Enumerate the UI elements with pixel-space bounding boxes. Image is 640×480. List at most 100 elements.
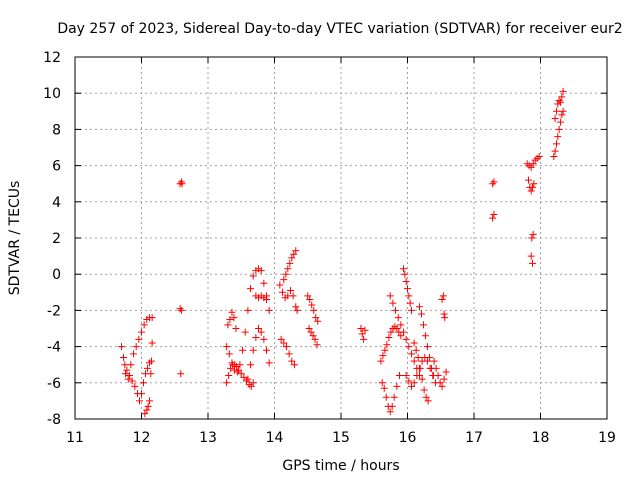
- series-arc-13.3b: [223, 265, 273, 376]
- data-point: [410, 357, 418, 365]
- data-point: [529, 259, 537, 267]
- data-point: [289, 292, 297, 300]
- data-point: [440, 310, 448, 318]
- data-point: [123, 366, 131, 374]
- data-point: [145, 397, 153, 405]
- data-point: [237, 370, 245, 378]
- data-point: [400, 265, 408, 273]
- data-point: [282, 343, 290, 351]
- y-tick-label: 10: [43, 86, 61, 102]
- data-point: [225, 372, 233, 380]
- data-point: [360, 335, 368, 343]
- data-point: [490, 210, 498, 218]
- data-point: [393, 325, 401, 332]
- data-point: [387, 328, 395, 336]
- data-point: [148, 314, 156, 322]
- series-arc-16.1: [410, 339, 432, 405]
- data-point: [249, 379, 257, 387]
- series-arc-11.75: [121, 357, 155, 405]
- data-point: [416, 364, 424, 372]
- data-point: [434, 372, 442, 380]
- data-point: [407, 350, 415, 358]
- data-point: [286, 259, 294, 267]
- data-point: [177, 306, 185, 314]
- data-point: [424, 397, 432, 405]
- data-point: [144, 402, 152, 410]
- data-point: [148, 339, 156, 347]
- data-point: [306, 296, 314, 304]
- data-point: [228, 308, 236, 316]
- series-arc-18.2: [550, 107, 567, 161]
- series-arc-16.0: [402, 353, 437, 390]
- series-arc-18.25: [551, 87, 567, 123]
- data-point: [386, 408, 394, 416]
- data-point: [490, 178, 498, 186]
- data-point: [525, 176, 533, 184]
- series-arc-14.5: [304, 292, 322, 325]
- x-tick-label: 11: [66, 430, 84, 446]
- data-point: [285, 350, 293, 358]
- data-point: [527, 163, 535, 171]
- data-point: [555, 96, 563, 104]
- data-point: [423, 343, 431, 351]
- series-arc-11.7: [118, 314, 156, 383]
- data-point: [257, 267, 265, 275]
- data-point: [131, 382, 139, 390]
- y-tick-label: 12: [43, 50, 61, 66]
- series-arc-15.75: [386, 292, 423, 380]
- data-point: [293, 306, 301, 314]
- series-arc-14.15: [280, 247, 300, 284]
- data-point: [139, 379, 147, 387]
- x-tick-label: 18: [532, 430, 550, 446]
- data-point: [176, 305, 184, 313]
- data-point: [177, 178, 185, 186]
- data-point: [381, 346, 389, 354]
- series-arc-14.1b: [276, 281, 301, 314]
- data-point: [138, 328, 145, 336]
- data-point: [177, 370, 185, 378]
- data-point: [528, 234, 536, 242]
- data-point: [284, 265, 292, 273]
- data-point: [140, 321, 148, 329]
- data-point: [419, 321, 427, 329]
- data-point: [439, 292, 447, 300]
- data-point: [232, 325, 240, 332]
- data-point: [559, 87, 567, 95]
- y-tick-label: -8: [47, 412, 61, 428]
- data-point: [489, 214, 497, 222]
- data-point: [397, 332, 405, 340]
- data-point: [122, 370, 130, 378]
- x-tick-label: 13: [199, 430, 217, 446]
- data-point: [310, 306, 318, 314]
- series-arc-15.6b: [378, 372, 404, 416]
- y-tick-label: 8: [52, 122, 61, 138]
- data-point: [236, 361, 244, 369]
- data-point: [228, 359, 236, 367]
- data-point: [378, 379, 386, 387]
- data-point: [380, 384, 388, 392]
- y-tick-label: -4: [47, 340, 61, 356]
- data-point: [143, 364, 151, 372]
- data-point: [529, 230, 537, 238]
- data-point: [128, 377, 136, 385]
- data-point: [388, 402, 396, 410]
- data-point: [304, 292, 312, 300]
- data-point: [292, 303, 300, 311]
- series-arc-12.05: [141, 339, 156, 418]
- data-point: [379, 352, 387, 360]
- series-arc-15.95: [400, 265, 415, 314]
- data-point: [383, 341, 391, 349]
- data-point: [147, 357, 155, 365]
- data-point: [280, 339, 288, 347]
- data-point: [263, 346, 271, 354]
- data-point: [138, 390, 145, 398]
- x-tick-label: 14: [266, 430, 284, 446]
- series-arc-16.4: [430, 357, 450, 390]
- data-point: [392, 306, 400, 314]
- data-point: [421, 332, 429, 340]
- data-point: [529, 160, 537, 168]
- y-tick-label: 6: [52, 159, 61, 175]
- series-arc-17.85: [525, 176, 538, 195]
- data-point: [224, 321, 232, 329]
- data-point: [415, 303, 423, 311]
